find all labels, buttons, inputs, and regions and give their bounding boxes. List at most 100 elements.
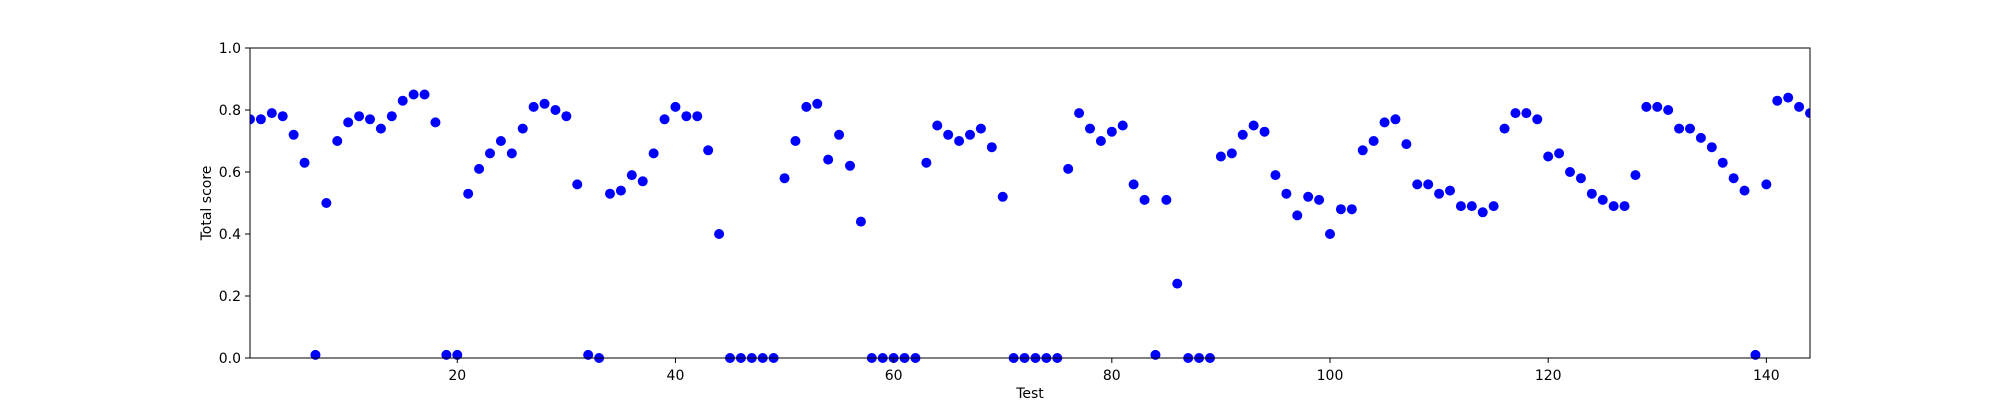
- data-point: [1652, 101, 1663, 112]
- data-point: [1805, 108, 1810, 119]
- data-point: [1161, 194, 1172, 205]
- data-point: [965, 129, 975, 140]
- data-point: [354, 111, 365, 122]
- data-point: [1368, 136, 1379, 146]
- data-point: [1292, 210, 1303, 221]
- data-point: [1466, 201, 1477, 212]
- data-point: [419, 89, 430, 100]
- data-point: [1314, 194, 1325, 205]
- y-tick-label: 0.4: [219, 227, 241, 243]
- data-point: [1521, 108, 1532, 119]
- data-point: [1401, 139, 1412, 150]
- x-tick-label: 60: [885, 368, 903, 384]
- data-point: [779, 173, 790, 184]
- data-point: [1270, 170, 1281, 181]
- data-point: [288, 129, 299, 140]
- data-point: [1259, 126, 1270, 137]
- data-point: [615, 185, 626, 196]
- data-point: [703, 145, 714, 156]
- data-point: [1630, 170, 1641, 181]
- data-point: [1357, 145, 1368, 156]
- data-point: [321, 198, 332, 208]
- data-point: [1565, 167, 1575, 177]
- data-point: [1717, 157, 1728, 168]
- data-point: [1281, 188, 1292, 199]
- data-point: [648, 148, 659, 159]
- data-point: [605, 188, 615, 199]
- data-point: [1761, 179, 1772, 190]
- x-tick-label: 100: [1317, 368, 1344, 384]
- data-point: [1445, 185, 1455, 196]
- data-point: [506, 148, 517, 159]
- data-point: [1772, 95, 1783, 106]
- data-point: [1608, 201, 1619, 212]
- data-point: [1434, 188, 1445, 199]
- data-point: [714, 229, 725, 239]
- data-point: [1128, 179, 1139, 190]
- data-point: [1346, 204, 1357, 215]
- data-point: [823, 154, 834, 165]
- x-axis-ticks: 20 40 60 80 100 120 140: [448, 358, 1780, 384]
- data-point: [1728, 173, 1739, 184]
- data-point: [986, 142, 997, 153]
- data-point: [474, 163, 485, 174]
- data-point: [1423, 179, 1434, 190]
- data-point: [1139, 194, 1150, 205]
- data-point: [1597, 194, 1608, 205]
- data-point: [1379, 117, 1390, 128]
- y-tick-label: 0.6: [219, 165, 241, 181]
- data-point: [1619, 201, 1630, 212]
- y-axis-label: Total score: [199, 166, 215, 242]
- data-point: [572, 179, 583, 190]
- data-point: [932, 120, 943, 131]
- data-point: [1325, 229, 1335, 239]
- data-point: [1783, 92, 1794, 103]
- data-point: [1215, 151, 1226, 162]
- data-point: [441, 349, 452, 360]
- data-point: [1706, 142, 1717, 153]
- x-axis-label: Test: [1015, 386, 1044, 400]
- data-point: [485, 148, 495, 159]
- data-point: [1117, 120, 1128, 131]
- data-point: [637, 176, 648, 187]
- data-point: [1532, 114, 1543, 125]
- data-point: [561, 111, 572, 122]
- data-point: [1477, 207, 1488, 218]
- data-point: [277, 111, 288, 122]
- data-point: [1085, 123, 1095, 134]
- data-point: [386, 111, 397, 122]
- data-point: [1303, 191, 1314, 202]
- data-point: [365, 114, 375, 125]
- data-point: [255, 114, 266, 125]
- data-point: [1335, 204, 1346, 215]
- data-point: [1554, 148, 1565, 159]
- data-point: [332, 136, 343, 146]
- data-point: [1172, 278, 1183, 289]
- data-point: [1150, 349, 1161, 360]
- data-point: [266, 108, 277, 119]
- data-point: [1641, 101, 1652, 112]
- data-point: [1739, 185, 1750, 196]
- data-point: [1106, 126, 1117, 137]
- data-point: [1695, 132, 1706, 143]
- data-point: [921, 157, 932, 168]
- x-tick-label: 140: [1753, 368, 1780, 384]
- x-tick-label: 20: [448, 368, 466, 384]
- data-point: [812, 98, 823, 109]
- data-point: [943, 129, 954, 140]
- data-point: [452, 349, 463, 360]
- y-axis-ticks: 0.0 0.2 0.4 0.6 0.8 1.0: [219, 41, 250, 367]
- data-point: [801, 101, 812, 112]
- data-point: [670, 101, 681, 112]
- data-point: [1543, 151, 1554, 162]
- data-point: [1095, 136, 1106, 146]
- x-tick-label: 120: [1535, 368, 1562, 384]
- data-point: [1510, 108, 1521, 119]
- data-point: [495, 136, 506, 146]
- data-point: [463, 188, 474, 199]
- data-point: [626, 170, 637, 181]
- data-point: [1663, 105, 1674, 115]
- data-point: [539, 98, 550, 109]
- data-point: [845, 160, 855, 171]
- data-point: [1499, 123, 1510, 134]
